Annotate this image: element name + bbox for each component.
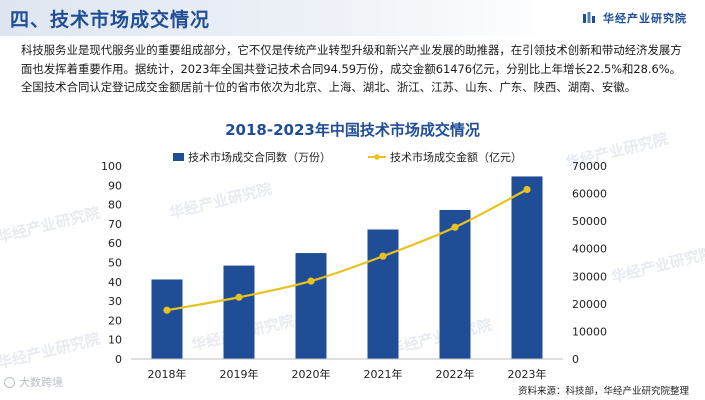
x-tick-label: 2022年 <box>436 367 475 381</box>
header-band <box>0 0 560 36</box>
brand: 华经产业研究院 <box>583 10 687 26</box>
y-left-tick-label: 30 <box>108 295 122 308</box>
bar <box>367 229 399 359</box>
legend-swatch-bar <box>173 153 184 161</box>
page-title: 四、技术市场成交情况 <box>10 9 211 31</box>
line-point <box>307 277 315 285</box>
y-left-tick-label: 10 <box>108 334 122 347</box>
y-left-tick-label: 80 <box>108 199 122 212</box>
y-left-tick-label: 90 <box>108 179 122 192</box>
x-tick-label: 2021年 <box>364 367 403 381</box>
y-right-tick-label: 30000 <box>572 270 607 283</box>
y-left-tick-label: 70 <box>108 218 122 231</box>
line-point <box>379 252 387 260</box>
legend-label-line: 技术市场成交金额（亿元） <box>390 150 522 164</box>
bar <box>223 265 255 359</box>
y-right-tick-label: 60000 <box>572 188 607 201</box>
watermark-logo: 大数跨境 <box>4 374 63 390</box>
brand-name: 华经产业研究院 <box>603 12 687 25</box>
line-series-amount <box>166 188 528 312</box>
bar <box>151 279 183 359</box>
y-right-tick-label: 40000 <box>572 243 607 256</box>
x-tick-label: 2020年 <box>292 367 331 381</box>
y-left-tick-label: 40 <box>108 276 122 289</box>
intro-paragraph: 科技服务业是现代服务业的重要组成部分，它不仅是传统产业转型升级和新兴产业发展的助… <box>21 43 682 94</box>
line-point <box>523 185 531 194</box>
line-point <box>163 306 171 314</box>
line-point <box>451 223 459 231</box>
legend-label-bar: 技术市场成交合同数（万份） <box>188 150 331 164</box>
y-right-tick-label: 70000 <box>572 160 607 173</box>
legend-swatch-line-dot <box>374 154 380 160</box>
bar <box>439 210 471 359</box>
y-left-tick-label: 100 <box>101 160 122 173</box>
y-left-tick-label: 20 <box>108 314 122 327</box>
bar <box>295 253 327 359</box>
y-left-tick-label: 50 <box>108 257 122 270</box>
y-right-tick-label: 50000 <box>572 215 607 228</box>
y-right-tick-label: 10000 <box>572 325 607 338</box>
x-tick-label: 2019年 <box>220 367 259 381</box>
x-tick-label: 2018年 <box>148 367 187 381</box>
header: 四、技术市场成交情况 华经产业研究院 <box>0 0 705 36</box>
source-note: 资料来源：科技部，华经产业研究院整理 <box>517 386 689 397</box>
y-left-tick-label: 60 <box>108 237 122 250</box>
watermark-logo-text: 大数跨境 <box>19 376 63 389</box>
y-right-tick-label: 0 <box>572 353 579 366</box>
y-right-tick-label: 20000 <box>572 298 607 311</box>
y-left-tick-label: 0 <box>115 353 122 366</box>
bar <box>511 176 543 359</box>
brand-logo-icon <box>583 12 595 23</box>
line-point <box>235 293 243 301</box>
chart-title: 2018-2023年中国技术市场成交情况 <box>225 121 480 139</box>
watermark-logo-icon <box>4 376 15 388</box>
x-tick-label: 2023年 <box>508 367 547 381</box>
